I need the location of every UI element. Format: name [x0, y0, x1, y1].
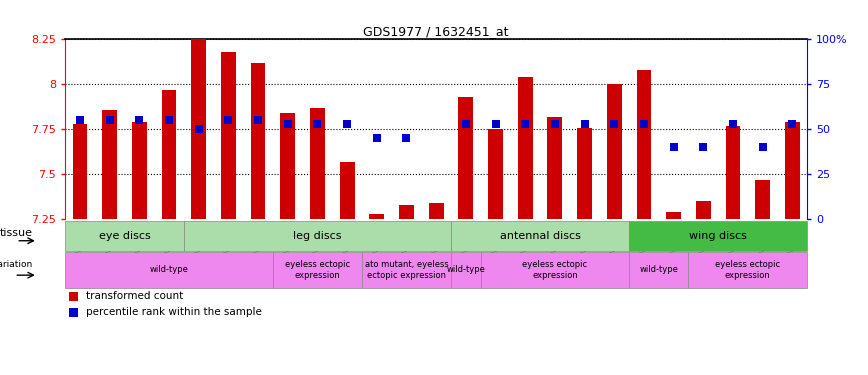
Bar — [273, 252, 362, 288]
Text: eyeless ectopic
expression: eyeless ectopic expression — [285, 260, 350, 280]
Bar — [688, 252, 807, 288]
Point — [459, 121, 473, 127]
Bar — [73, 124, 88, 219]
Point — [340, 121, 354, 127]
Bar — [548, 117, 562, 219]
Bar — [65, 252, 273, 288]
Bar — [65, 221, 184, 251]
Point — [221, 117, 235, 123]
Text: transformed count: transformed count — [86, 291, 183, 302]
Bar — [458, 97, 473, 219]
Text: eye discs: eye discs — [99, 231, 150, 241]
Point — [370, 135, 384, 141]
Text: leg discs: leg discs — [293, 231, 342, 241]
Bar — [161, 90, 176, 219]
Point — [786, 121, 799, 127]
Text: antennal discs: antennal discs — [500, 231, 581, 241]
Point — [608, 121, 621, 127]
Point — [696, 144, 710, 150]
Bar — [636, 70, 651, 219]
Bar — [451, 221, 629, 251]
Bar — [339, 162, 354, 219]
Bar — [755, 180, 770, 219]
Point — [132, 117, 146, 123]
Bar — [221, 52, 236, 219]
Point — [756, 144, 770, 150]
Point — [251, 117, 265, 123]
Bar — [726, 126, 740, 219]
Bar — [577, 128, 592, 219]
Point — [489, 121, 503, 127]
Bar — [132, 122, 147, 219]
Bar — [518, 77, 533, 219]
Bar — [629, 252, 688, 288]
Point — [162, 117, 176, 123]
Text: wing discs: wing discs — [689, 231, 747, 241]
Bar — [251, 63, 266, 219]
Bar — [102, 110, 117, 219]
Point — [102, 117, 116, 123]
Text: wild-type: wild-type — [640, 266, 678, 274]
Point — [518, 121, 532, 127]
Bar — [191, 38, 206, 219]
Bar — [429, 203, 444, 219]
Bar — [696, 201, 711, 219]
Text: percentile rank within the sample: percentile rank within the sample — [86, 307, 261, 317]
Point — [667, 144, 681, 150]
Point — [280, 121, 294, 127]
Text: ato mutant, eyeless
ectopic expression: ato mutant, eyeless ectopic expression — [365, 260, 449, 280]
Text: eyeless ectopic
expression: eyeless ectopic expression — [715, 260, 780, 280]
Bar — [69, 308, 78, 317]
Bar — [607, 84, 621, 219]
Title: GDS1977 / 1632451_at: GDS1977 / 1632451_at — [364, 25, 509, 38]
Text: eyeless ectopic
expression: eyeless ectopic expression — [523, 260, 588, 280]
Point — [578, 121, 592, 127]
Bar — [667, 212, 681, 219]
Text: tissue: tissue — [0, 228, 33, 238]
Point — [73, 117, 87, 123]
Bar — [399, 205, 414, 219]
Text: genotype/variation: genotype/variation — [0, 260, 33, 269]
Bar — [481, 252, 629, 288]
Bar — [488, 129, 503, 219]
Bar — [310, 108, 325, 219]
Bar — [785, 122, 799, 219]
Bar — [629, 221, 807, 251]
Bar — [362, 252, 451, 288]
Point — [192, 126, 206, 132]
Point — [399, 135, 413, 141]
Bar — [451, 252, 481, 288]
Bar — [370, 214, 385, 219]
Bar — [280, 113, 295, 219]
Text: wild-type: wild-type — [149, 266, 188, 274]
Point — [637, 121, 651, 127]
Point — [548, 121, 562, 127]
Point — [726, 121, 740, 127]
Text: wild-type: wild-type — [446, 266, 485, 274]
Bar — [184, 221, 451, 251]
Bar — [69, 292, 78, 301]
Point — [311, 121, 325, 127]
